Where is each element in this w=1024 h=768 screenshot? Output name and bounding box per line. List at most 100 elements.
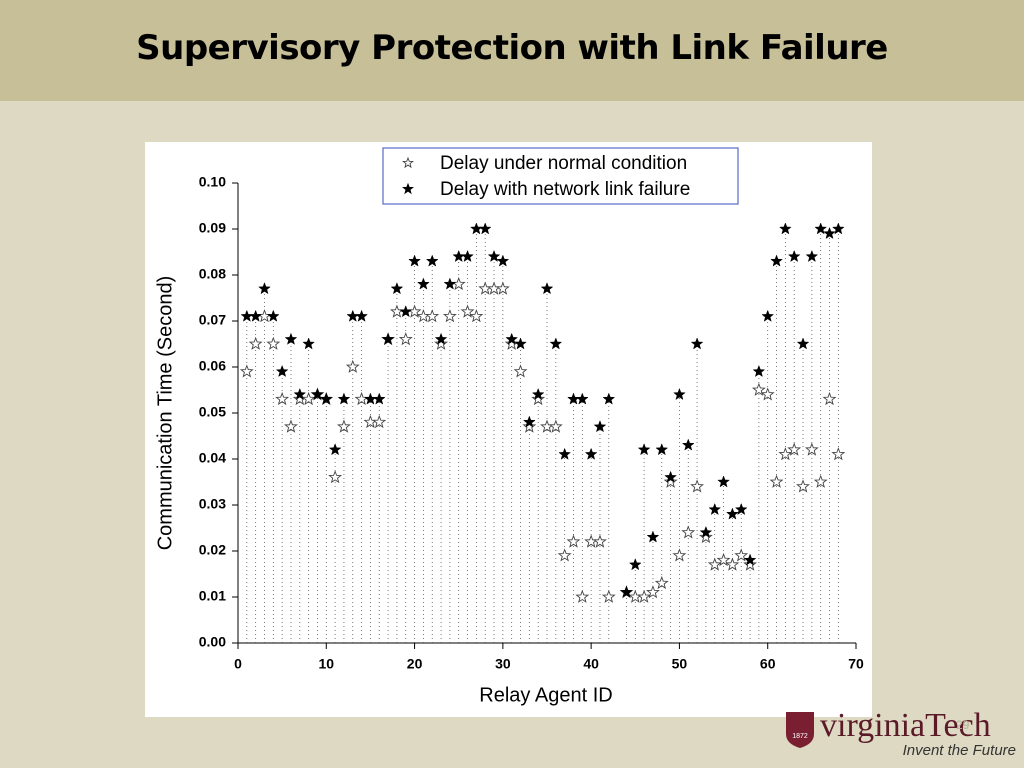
y-tick-label: 0.03 [199,496,226,512]
data-point [522,419,537,433]
data-point [372,392,386,405]
data-point [239,364,254,378]
data-point [408,254,421,267]
data-point [751,382,766,396]
data-point [548,419,563,433]
data-point [726,507,739,520]
y-tick-label: 0.01 [199,588,226,604]
data-point [514,337,527,350]
data-point [566,534,581,548]
data-point [248,336,263,350]
data-point [673,387,686,401]
data-point [434,332,448,345]
slide-number: 29 [956,718,970,732]
data-point [425,254,439,267]
data-point [399,305,413,318]
y-tick-label: 0.07 [199,312,226,328]
data-point [681,525,696,539]
data-point [761,309,775,322]
data-point [664,470,677,483]
logo: 1872 virginiaTech Invent the Future 29 [786,707,1016,759]
data-point [311,387,324,401]
y-tick-label: 0.00 [199,634,226,650]
legend-marker [402,182,414,195]
data-point [390,282,404,295]
data-point [690,337,704,350]
data-point [557,548,572,562]
data-point [496,254,510,267]
data-point [398,332,413,346]
data-point [787,442,802,456]
x-tick-label: 10 [318,656,334,672]
data-point [752,364,766,378]
data-point [345,359,360,373]
x-tick-label: 50 [672,656,688,672]
data-point [443,277,457,290]
logo-year: 1872 [792,733,808,740]
data-point [672,548,687,562]
data-point [593,420,607,433]
data-point [708,502,722,516]
data-point [249,309,263,322]
data-point [487,249,501,263]
data-point [805,249,819,263]
data-point [787,249,801,263]
data-point [646,530,660,543]
data-point [275,364,289,378]
data-point [716,552,731,567]
y-axis-title: Communication Time (Second) [154,276,176,551]
slide-title: Supervisory Protection with Link Failure [136,28,888,68]
data-point [417,277,430,290]
data-point [690,479,705,493]
data-point [302,337,316,350]
data-point [831,447,846,461]
data-point [531,387,545,401]
logo-name: virginiaTech [820,707,991,744]
data-point [266,336,281,350]
data-point [461,249,474,263]
y-tick-label: 0.06 [199,358,226,374]
logo-tagline: Invent the Future [903,742,1016,759]
data-point [778,447,793,461]
x-tick-label: 30 [495,656,511,672]
data-point [602,392,616,405]
data-point [814,222,828,235]
data-point [425,309,440,323]
data-point [434,336,448,350]
data-point [319,392,333,405]
data-point [372,414,387,429]
chart-panel [145,142,872,717]
x-tick-label: 70 [848,656,864,672]
data-point [522,415,536,428]
data-point [293,387,307,401]
data-point [699,525,713,539]
y-tick-label: 0.10 [199,174,226,190]
data-point [707,557,722,571]
data-point [823,226,836,240]
data-point [804,442,819,456]
data-point [266,309,280,322]
y-tick-label: 0.04 [199,450,226,466]
data-point [734,548,749,562]
data-point [637,443,651,456]
data-point [637,589,652,603]
data-point [601,589,616,603]
data-point [725,557,740,571]
data-point [769,474,784,488]
x-tick-label: 40 [583,656,599,672]
data-point [628,558,642,571]
data-point [337,419,351,433]
y-tick-label: 0.09 [199,220,226,236]
data-point [328,470,343,484]
x-tick-label: 0 [234,656,242,672]
data-point [284,419,298,433]
data-point [531,391,546,406]
y-tick-label: 0.05 [199,404,226,420]
data-point [328,443,342,456]
data-point [743,553,757,566]
data-point [575,589,590,603]
logo-shield [786,712,814,748]
data-point [831,222,845,235]
